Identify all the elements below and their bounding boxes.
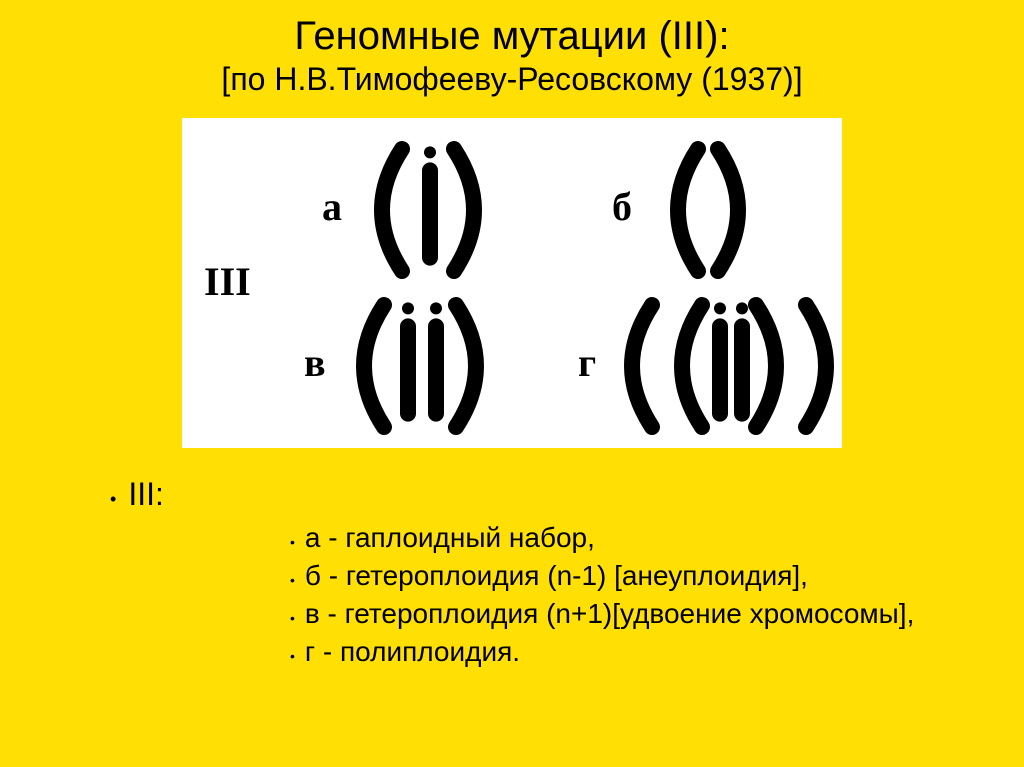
legend-item-text: г - полиплоидия.: [305, 633, 520, 671]
legend-heading-row: • III:: [110, 476, 994, 513]
legend-item-text: б - гетероплоидия (n-1) [анеуплоидия],: [305, 557, 808, 595]
title-block: Геномные мутации (III): [по Н.В.Тимофеев…: [30, 12, 994, 98]
slide-container: Геномные мутации (III): [по Н.В.Тимофеев…: [0, 0, 1024, 767]
bullet-icon: •: [290, 533, 295, 552]
legend-item: • а - гаплоидный набор,: [290, 519, 994, 557]
legend-heading: III:: [128, 476, 164, 513]
chromosome-diagram: III а б в г: [182, 118, 842, 448]
slide-title-sub: [по Н.В.Тимофееву-Ресовскому (1937)]: [30, 60, 994, 98]
legend-item-text: в - гетероплоидия (n+1)[удвоение хромосо…: [305, 595, 914, 633]
svg-text:III: III: [204, 259, 251, 304]
legend-block: • III: • а - гаплоидный набор, • б - гетеро…: [110, 476, 994, 670]
legend-items: • а - гаплоидный набор, • б - гетероплоидия…: [290, 519, 994, 670]
legend-item: • в - гетероплоидия (n+1)[удвоение хромос…: [290, 595, 994, 633]
bullet-icon: •: [110, 489, 116, 510]
legend-item: • г - полиплоидия.: [290, 633, 994, 671]
svg-text:а: а: [322, 184, 342, 229]
bullet-icon: •: [290, 609, 295, 628]
legend-item-text: а - гаплоидный набор,: [305, 519, 595, 557]
legend-item: • б - гетероплоидия (n-1) [анеуплоидия],: [290, 557, 994, 595]
svg-text:б: б: [612, 184, 632, 229]
bullet-icon: •: [290, 647, 295, 666]
svg-text:г: г: [578, 340, 596, 385]
slide-title-main: Геномные мутации (III):: [30, 12, 994, 60]
svg-text:в: в: [304, 340, 326, 385]
bullet-icon: •: [290, 571, 295, 590]
